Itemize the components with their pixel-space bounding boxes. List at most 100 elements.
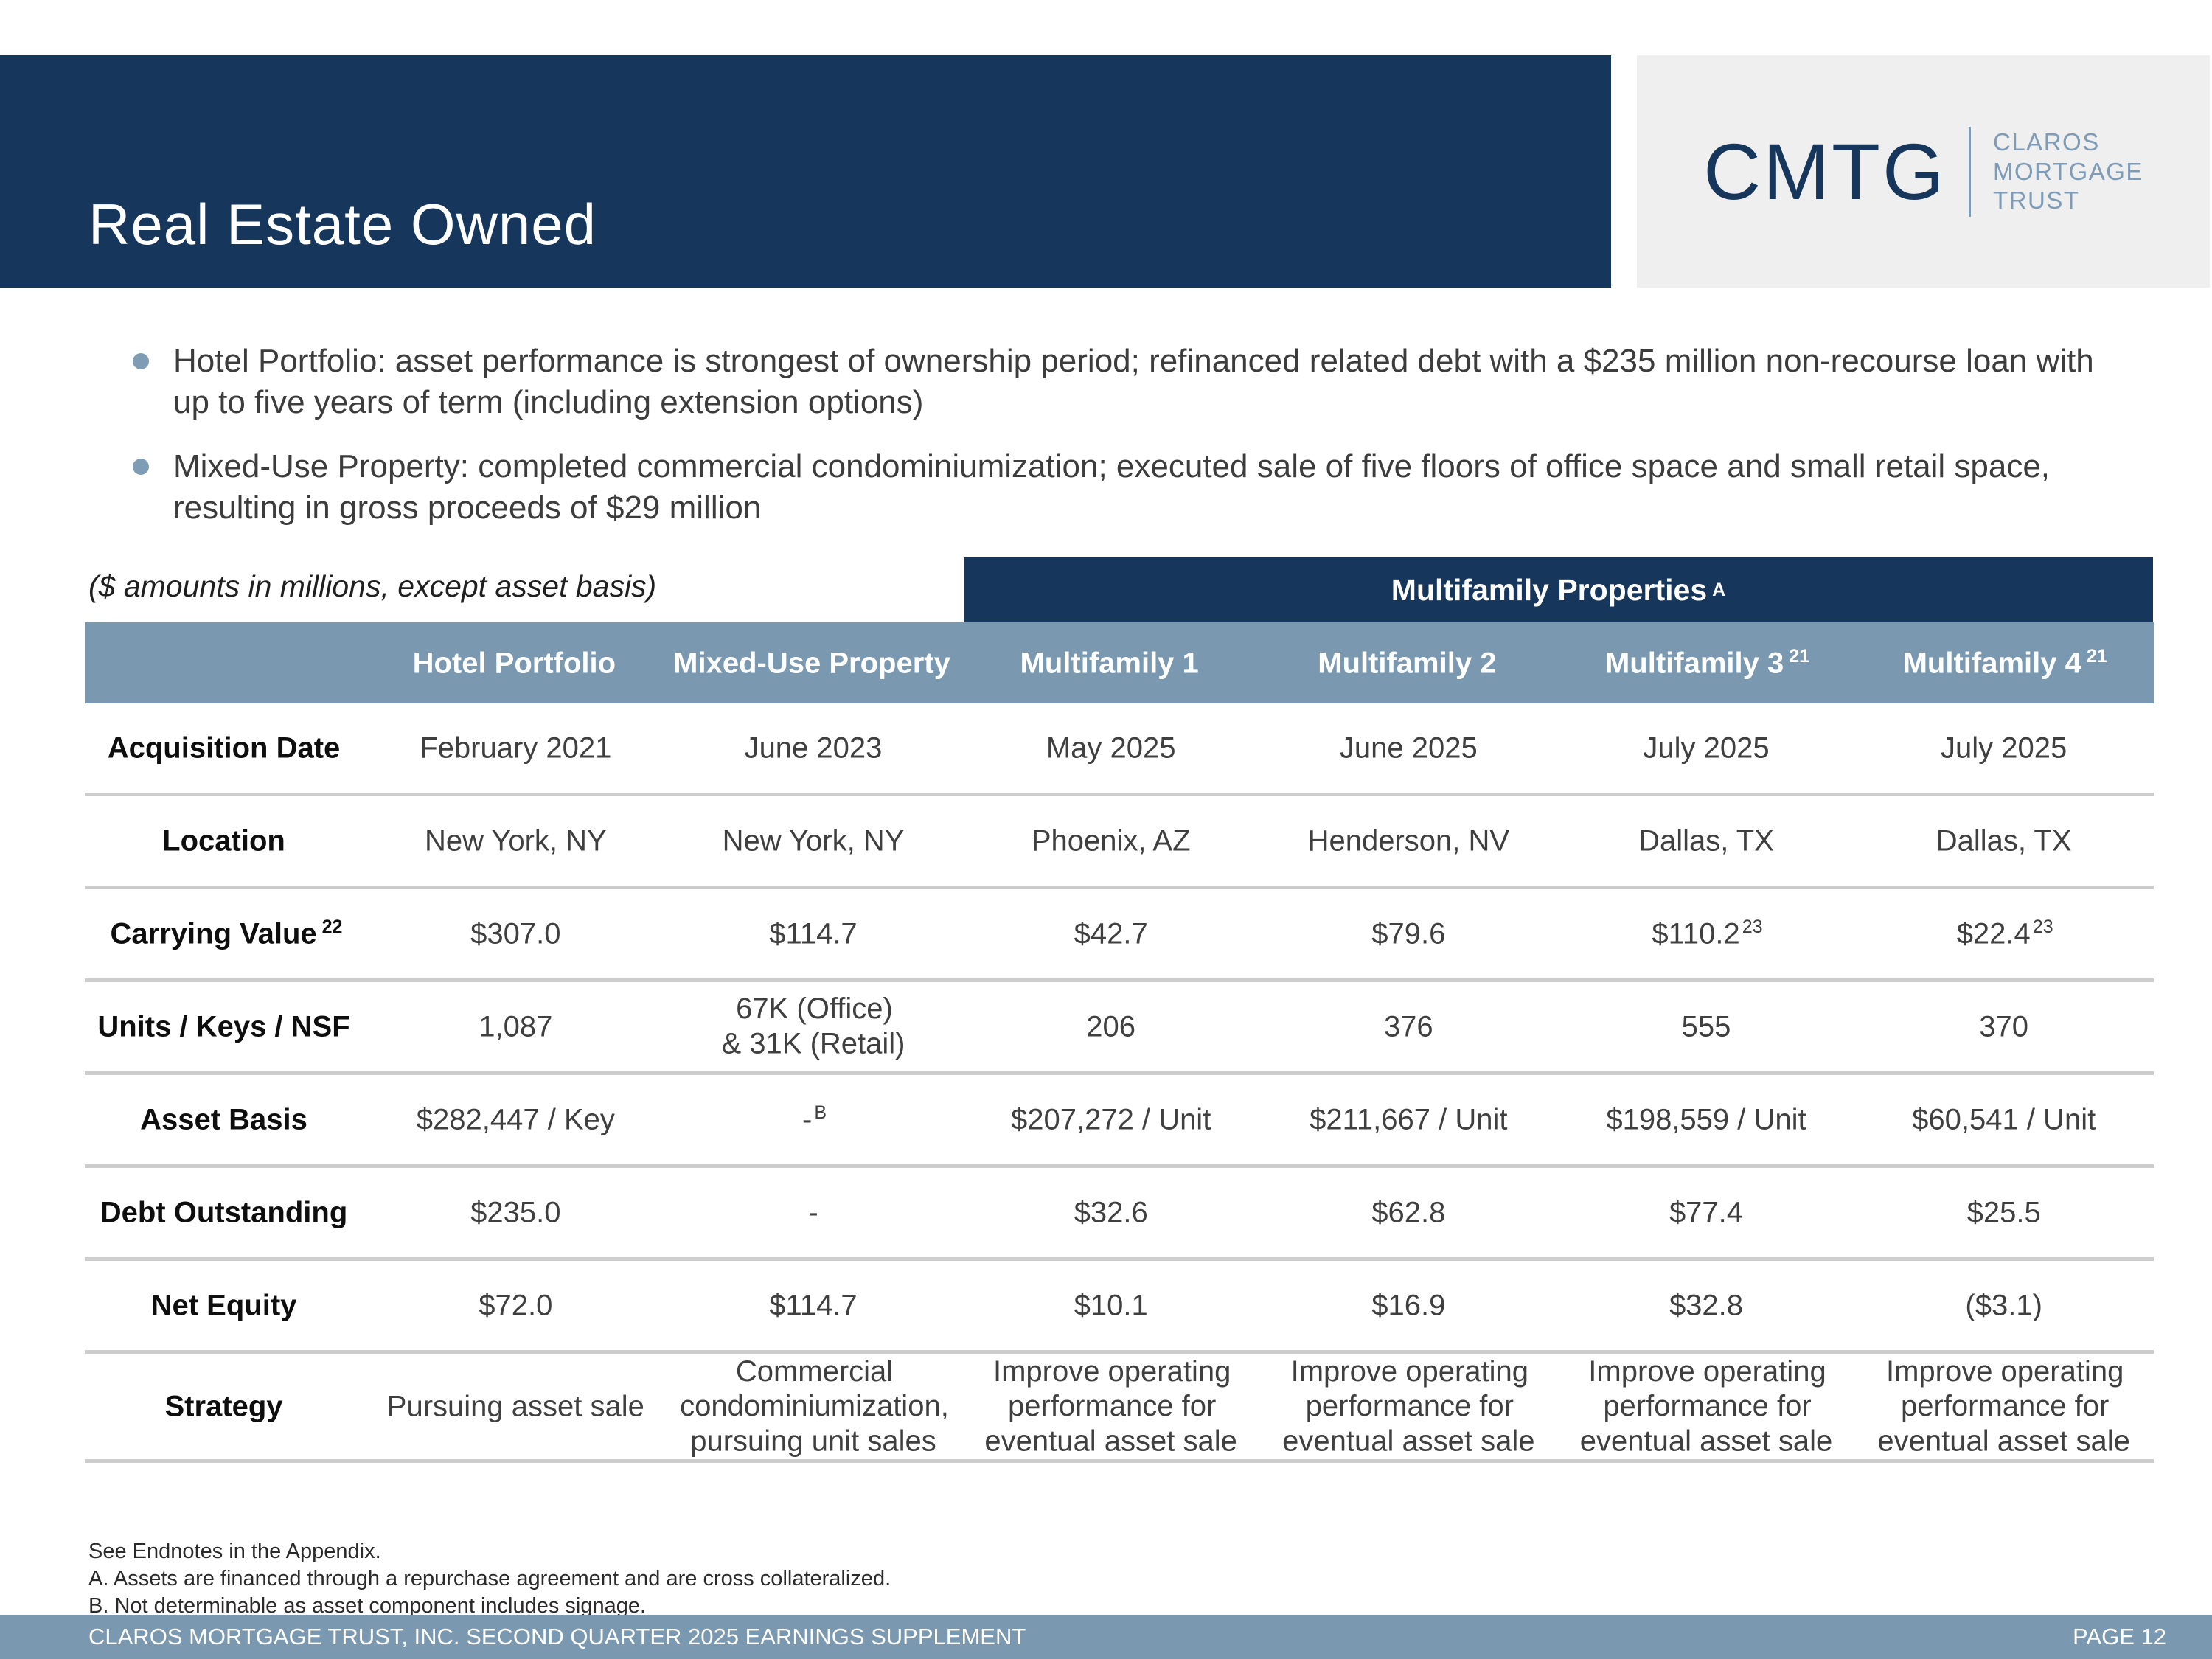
footnote-line: B. Not determinable as asset component i… bbox=[88, 1594, 647, 1618]
column-header: Hotel Portfolio bbox=[412, 647, 616, 680]
table-row: Acquisition Date February 2021 June 2023… bbox=[85, 703, 2154, 796]
reo-table-body: Acquisition Date February 2021 June 2023… bbox=[85, 703, 2154, 1463]
table-row: Units / Keys / NSF 1,087 67K (Office) & … bbox=[85, 982, 2154, 1075]
footnote-marker: B bbox=[814, 1102, 827, 1123]
row-label: Acquisition Date bbox=[107, 731, 341, 765]
logo-divider bbox=[1969, 126, 1971, 217]
logo-company-name: CLAROS MORTGAGE TRUST bbox=[1993, 128, 2143, 215]
table-cell: Dallas, TX bbox=[1638, 824, 1774, 858]
table-row: Net Equity $72.0 $114.7 $10.1 $16.9 $32.… bbox=[85, 1261, 2154, 1354]
table-cell: $79.6 bbox=[1371, 917, 1446, 950]
table-cell: Dallas, TX bbox=[1935, 824, 2072, 858]
table-cell: $282,447 / Key bbox=[416, 1103, 615, 1136]
footer-page-number: PAGE 12 bbox=[2073, 1624, 2166, 1649]
footnote-marker: 23 bbox=[2032, 916, 2053, 937]
table-cell: July 2025 bbox=[1941, 731, 2067, 765]
table-cell: Phoenix, AZ bbox=[1031, 824, 1191, 858]
table-row: Debt Outstanding $235.0 - $32.6 $62.8 $7… bbox=[85, 1168, 2154, 1261]
footnote-marker: 23 bbox=[1742, 916, 1763, 937]
table-cell: 376 bbox=[1383, 1010, 1433, 1043]
footnote-line: See Endnotes in the Appendix. bbox=[88, 1540, 381, 1563]
table-cell: Improve operating performance for eventu… bbox=[984, 1354, 1237, 1458]
table-cell: $62.8 bbox=[1371, 1196, 1446, 1229]
table-cell: Commercial condominiumization, pursuing … bbox=[680, 1354, 949, 1458]
table-row: Carrying Value 22 $307.0 $114.7 $42.7 $79… bbox=[85, 889, 2154, 982]
table-cell: July 2025 bbox=[1643, 731, 1770, 765]
footnote-marker: 21 bbox=[2086, 645, 2107, 667]
table-cell: $307.0 bbox=[470, 917, 561, 950]
table-cell: February 2021 bbox=[420, 731, 612, 765]
table-cell: May 2025 bbox=[1046, 731, 1176, 765]
table-cell: $114.7 bbox=[769, 1289, 858, 1322]
table-cell: Pursuing asset sale bbox=[386, 1390, 644, 1423]
table-cell: $114.7 bbox=[769, 917, 858, 950]
table-cell: 370 bbox=[1979, 1010, 2029, 1043]
table-row: Location New York, NY New York, NY Phoen… bbox=[85, 796, 2154, 889]
group-header-label: Multifamily Properties bbox=[1391, 572, 1708, 607]
table-cell: $198,559 / Unit bbox=[1606, 1103, 1806, 1136]
row-label: Carrying Value 22 bbox=[110, 917, 343, 950]
table-cell: -B bbox=[801, 1102, 827, 1136]
multifamily-group-header: Multifamily Properties A bbox=[964, 557, 2153, 622]
table-cell: Improve operating performance for eventu… bbox=[1579, 1354, 1833, 1458]
table-cell: 206 bbox=[1086, 1010, 1136, 1043]
table-cell: June 2023 bbox=[744, 731, 883, 765]
footer-document-title: CLAROS MORTGAGE TRUST, INC. SECOND QUART… bbox=[88, 1624, 1026, 1649]
table-cell: June 2025 bbox=[1339, 731, 1478, 765]
bullet-dot-icon bbox=[133, 353, 149, 369]
row-label: Debt Outstanding bbox=[100, 1196, 348, 1229]
table-cell: 555 bbox=[1681, 1010, 1731, 1043]
title-banner: Real Estate Owned bbox=[0, 55, 1611, 288]
footnote-line: A. Assets are financed through a repurch… bbox=[88, 1567, 891, 1591]
column-header: Multifamily 3 21 bbox=[1604, 645, 1810, 680]
table-cell: $22.4 23 bbox=[1956, 916, 2053, 950]
cmtg-wordmark: CMTG bbox=[1703, 127, 1947, 216]
row-label: Asset Basis bbox=[140, 1103, 307, 1136]
table-cell: $110.2 23 bbox=[1652, 916, 1763, 950]
table-cell: - bbox=[808, 1196, 818, 1229]
table-cell: Improve operating performance for eventu… bbox=[1282, 1354, 1535, 1458]
bullet-item: Mixed-Use Property: completed commercial… bbox=[133, 446, 2094, 529]
amounts-caption: ($ amounts in millions, except asset bas… bbox=[88, 569, 657, 603]
table-row: Asset Basis $282,447 / Key -B $207,272 /… bbox=[85, 1075, 2154, 1168]
table-cell: Henderson, NV bbox=[1307, 824, 1510, 858]
table-cell: $72.0 bbox=[479, 1289, 553, 1322]
bullet-text: Hotel Portfolio: asset performance is st… bbox=[173, 343, 2094, 421]
footnote-marker: A bbox=[1712, 579, 1726, 600]
column-header: Multifamily 1 bbox=[1020, 647, 1199, 680]
footnote-marker: 22 bbox=[321, 917, 343, 938]
table-cell: $25.5 bbox=[1966, 1196, 2041, 1229]
table-cell: 1,087 bbox=[479, 1010, 553, 1043]
column-header: Multifamily 4 21 bbox=[1902, 645, 2107, 680]
bullet-item: Hotel Portfolio: asset performance is st… bbox=[133, 341, 2094, 424]
table-cell: $16.9 bbox=[1371, 1289, 1446, 1322]
table-cell: ($3.1) bbox=[1965, 1289, 2042, 1322]
row-label: Strategy bbox=[164, 1390, 283, 1423]
table-cell: New York, NY bbox=[424, 824, 607, 858]
table-cell: $60,541 / Unit bbox=[1912, 1103, 2096, 1136]
table-cell: $211,667 / Unit bbox=[1310, 1103, 1508, 1136]
footnote-marker: 21 bbox=[1789, 645, 1810, 667]
table-cell: $207,272 / Unit bbox=[1011, 1103, 1211, 1136]
table-row: Strategy Pursuing asset sale Commercial … bbox=[85, 1354, 2154, 1463]
page-title: Real Estate Owned bbox=[88, 192, 597, 257]
column-header: Mixed-Use Property bbox=[673, 647, 950, 680]
column-header-row: Hotel Portfolio Mixed-Use Property Multi… bbox=[85, 622, 2154, 703]
bullet-text: Mixed-Use Property: completed commercial… bbox=[173, 448, 2051, 526]
table-cell: $32.6 bbox=[1074, 1196, 1148, 1229]
table-cell: $77.4 bbox=[1669, 1196, 1744, 1229]
logo-name-line: MORTGAGE bbox=[1993, 157, 2143, 185]
column-header: Multifamily 2 bbox=[1318, 647, 1497, 680]
logo-name-line: TRUST bbox=[1993, 187, 2080, 215]
row-label: Units / Keys / NSF bbox=[97, 1010, 350, 1043]
table-cell: Improve operating performance for eventu… bbox=[1877, 1354, 2130, 1458]
row-label: Net Equity bbox=[150, 1289, 297, 1322]
table-cell: $235.0 bbox=[470, 1196, 561, 1229]
table-cell: New York, NY bbox=[722, 824, 905, 858]
footnotes: See Endnotes in the Appendix. A. Assets … bbox=[88, 1538, 891, 1620]
footer-bar: CLAROS MORTGAGE TRUST, INC. SECOND QUART… bbox=[0, 1615, 2212, 1659]
table-cell: 67K (Office) & 31K (Retail) bbox=[721, 992, 905, 1060]
company-logo: CMTG CLAROS MORTGAGE TRUST bbox=[1637, 55, 2210, 288]
bullet-dot-icon bbox=[133, 458, 149, 475]
logo-name-line: CLAROS bbox=[1993, 128, 2100, 156]
